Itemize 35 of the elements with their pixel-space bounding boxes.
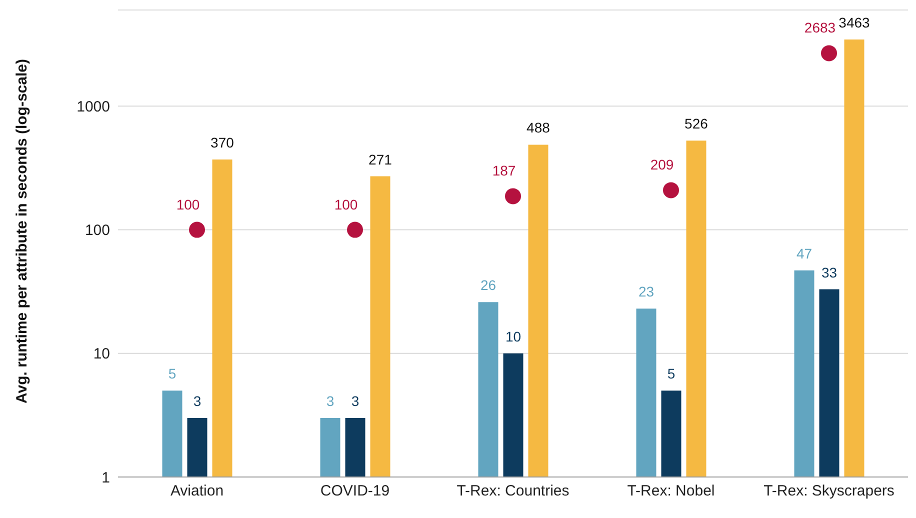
- y-tick-label: 1000: [76, 98, 110, 116]
- point: [505, 188, 521, 204]
- data-label: 26: [480, 277, 496, 294]
- y-tick-label: 10: [93, 346, 110, 363]
- data-label: 3: [351, 393, 360, 410]
- data-label: 526: [684, 116, 708, 132]
- data-label: 23: [638, 284, 654, 300]
- y-tick-label: 1: [102, 469, 110, 486]
- x-tick-label: T-Rex: Countries: [456, 482, 570, 500]
- data-label: 5: [168, 366, 176, 382]
- data-label: 271: [368, 151, 392, 168]
- x-tick-label: T-Rex: Nobel: [627, 482, 715, 500]
- point: [189, 222, 205, 238]
- data-label: 33: [821, 264, 838, 280]
- point: [347, 222, 363, 238]
- x-tick-label: Aviation: [170, 482, 224, 500]
- data-label: 370: [210, 134, 234, 151]
- data-label: 2683: [804, 20, 836, 36]
- data-label: 3: [326, 393, 334, 410]
- point: [663, 182, 679, 198]
- x-tick-label: COVID-19: [320, 482, 390, 500]
- y-axis-title: Avg. runtime per attribute in seconds (log-scale): [13, 58, 30, 404]
- y-tick-label: 100: [84, 222, 110, 240]
- data-label: 187: [492, 162, 516, 179]
- data-label: 3: [193, 393, 202, 410]
- point: [821, 45, 837, 62]
- data-label: 100: [176, 196, 200, 212]
- data-label: 47: [796, 245, 812, 262]
- data-label: 5: [667, 366, 676, 382]
- data-label: 10: [505, 328, 522, 344]
- x-tick-label: T-Rex: Skyscrapers: [764, 482, 894, 500]
- data-label: 488: [526, 120, 550, 136]
- data-label: 3463: [838, 14, 870, 31]
- data-label: 100: [334, 196, 358, 212]
- data-label: 209: [650, 156, 674, 173]
